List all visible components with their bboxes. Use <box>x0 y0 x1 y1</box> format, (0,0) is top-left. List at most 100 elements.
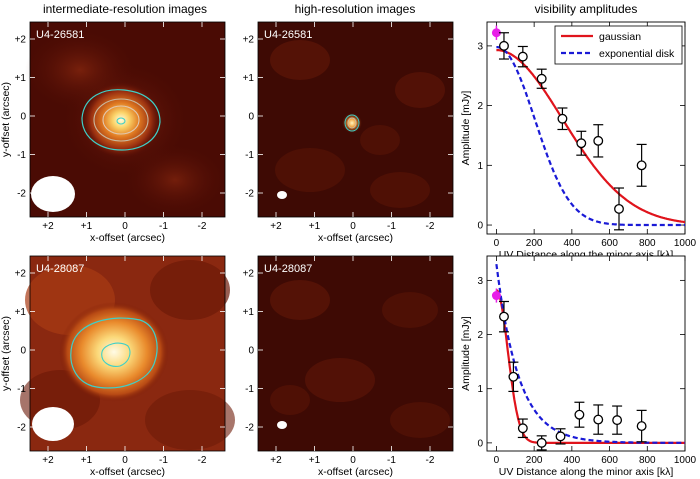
y-tick-label: 3 <box>477 41 483 52</box>
y-axis-label: Amplitude [mJy] <box>460 316 472 391</box>
contour-mid <box>347 117 357 129</box>
x-axis-label: x-offset (arcsec) <box>90 466 165 478</box>
data-point <box>557 113 568 124</box>
y-tick-label: -1 <box>245 384 254 395</box>
gaussian-fit-line <box>496 48 685 224</box>
y-tick-label: -1 <box>17 384 26 395</box>
exponential-fit-line <box>496 45 685 227</box>
x-axis-label: UV Distance along the minor axis [kλ] <box>499 466 674 478</box>
data-point <box>593 414 604 425</box>
panel-label: U4-26581 <box>36 29 84 41</box>
x-axis-label: x-offset (arcsec) <box>318 232 393 244</box>
panel-frame <box>29 21 226 218</box>
contour-core <box>101 342 131 367</box>
data-point <box>499 40 509 51</box>
data-point <box>536 437 547 448</box>
y-tick-label: 0 <box>20 346 26 357</box>
contour-mid <box>93 98 149 142</box>
exponential-fit-line <box>495 263 685 444</box>
column-title-high: high-resolution images <box>295 2 416 16</box>
x-tick-label: -1 <box>159 221 168 232</box>
x-tick-label: +1 <box>309 455 321 466</box>
panel-label: U4-26581 <box>264 29 312 41</box>
x-tick-label: +2 <box>270 455 282 466</box>
x-axis-label: x-offset (arcsec) <box>90 232 165 244</box>
y-tick-label: 0 <box>20 112 26 123</box>
plot-frame <box>486 255 686 452</box>
y-axis-label: Amplitude [mJy] <box>460 91 472 166</box>
total-flux-point <box>491 291 501 301</box>
x-tick-label: 1000 <box>674 455 697 466</box>
x-tick-label: +1 <box>309 221 321 232</box>
data-point <box>636 421 647 432</box>
y-tick-label: +2 <box>243 269 255 280</box>
y-tick-label: -2 <box>245 189 254 200</box>
panel-frame <box>29 255 226 452</box>
beam-ellipse <box>277 421 287 429</box>
contour-outer <box>70 317 158 389</box>
x-tick-label: +2 <box>270 221 282 232</box>
panel-frame <box>257 21 454 218</box>
y-tick-label: +2 <box>15 35 27 46</box>
x-tick-label: +2 <box>42 221 54 232</box>
column-title-visibility: visibility amplitudes <box>535 2 638 16</box>
contour-outer <box>344 114 360 132</box>
legend-gaussian-label: gaussian <box>599 31 641 43</box>
x-tick-label: 0 <box>494 455 500 466</box>
y-tick-label: 0 <box>248 346 254 357</box>
data-point <box>576 138 587 149</box>
x-tick-label: -1 <box>387 221 396 232</box>
beam-ellipse <box>31 176 75 212</box>
y-tick-label: -2 <box>245 423 254 434</box>
data-point <box>499 311 509 322</box>
legend-exponential-label: exponential disk <box>599 48 675 60</box>
y-tick-label: +2 <box>15 269 27 280</box>
x-tick-label: 600 <box>601 238 618 249</box>
y-tick-label: +1 <box>243 73 255 84</box>
y-tick-label: -1 <box>17 150 26 161</box>
data-point <box>593 135 604 146</box>
x-tick-label: 0 <box>122 221 128 232</box>
x-axis-label: x-offset (arcsec) <box>318 466 393 478</box>
x-tick-label: +2 <box>42 455 54 466</box>
image-panel-high-1: U4-26581 <box>258 22 453 217</box>
beam-ellipse <box>32 407 74 441</box>
data-point <box>574 409 585 420</box>
x-tick-label: -2 <box>426 455 435 466</box>
x-tick-label: 0 <box>122 455 128 466</box>
y-tick-label: +2 <box>243 35 255 46</box>
y-tick-label: 1 <box>477 384 483 395</box>
total-flux-point <box>491 28 501 38</box>
y-tick-label: 3 <box>477 276 483 287</box>
x-tick-label: -1 <box>159 455 168 466</box>
data-point <box>636 160 647 171</box>
y-tick-label: -2 <box>17 189 26 200</box>
legend: gaussian exponential disk <box>554 25 683 65</box>
image-panel-int-1: U4-26581 <box>25 22 225 217</box>
x-tick-label: 200 <box>526 455 543 466</box>
panel-label: U4-28087 <box>36 263 84 275</box>
x-tick-label: 800 <box>639 455 656 466</box>
beam-ellipse <box>277 191 287 199</box>
image-panel-high-2: U4-28087 <box>258 256 453 451</box>
y-tick-label: 2 <box>477 101 483 112</box>
y-axis-label: y-offset (arcsec) <box>0 316 12 391</box>
y-tick-label: +1 <box>15 307 27 318</box>
data-point <box>555 431 566 442</box>
data-point <box>517 423 528 434</box>
contour-mid2 <box>102 105 140 135</box>
y-tick-label: -1 <box>245 150 254 161</box>
x-tick-label: -1 <box>387 455 396 466</box>
y-axis-label: y-offset (arcsec) <box>0 82 12 157</box>
y-tick-label: -2 <box>17 423 26 434</box>
y-tick-label: 1 <box>477 161 483 172</box>
y-tick-label: 0 <box>477 438 483 449</box>
x-tick-label: -2 <box>198 455 207 466</box>
contour-core <box>116 117 126 125</box>
x-tick-label: +1 <box>81 221 93 232</box>
data-point <box>536 73 547 84</box>
x-tick-label: 400 <box>564 238 581 249</box>
data-point <box>614 203 624 214</box>
y-tick-label: 2 <box>477 330 483 341</box>
